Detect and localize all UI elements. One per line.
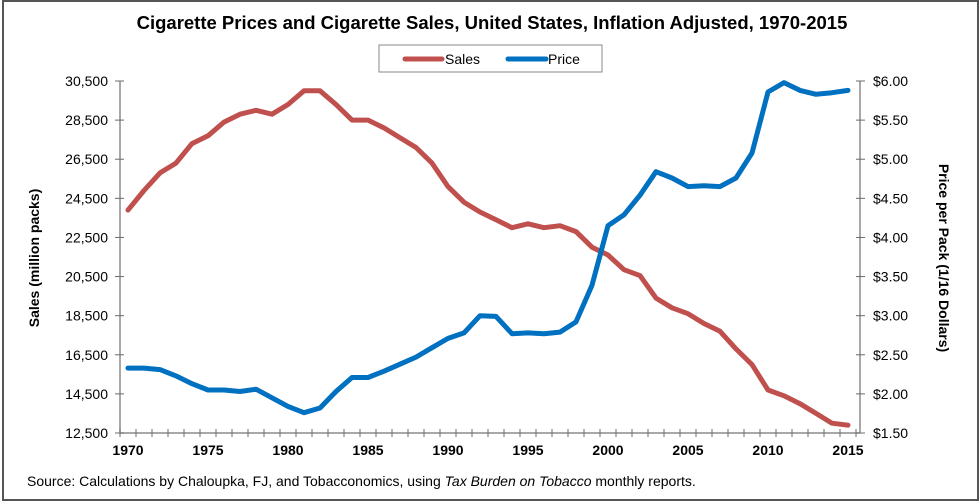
left-y-tick-label: 20,500	[65, 269, 108, 285]
x-tick-label: 1970	[112, 442, 143, 458]
right-y-tick-label: $4.50	[873, 190, 908, 206]
left-y-tick-label: 12,500	[65, 425, 108, 441]
x-tick-label: 1995	[512, 442, 543, 458]
left-y-tick-label: 24,500	[65, 190, 108, 206]
left-y-tick-label: 22,500	[65, 229, 108, 245]
right-axis-title: Price per Pack (1/16 Dollars)	[936, 164, 952, 352]
left-y-tick-label: 16,500	[65, 347, 108, 363]
x-tick-label: 2005	[672, 442, 703, 458]
legend-label-sales: Sales	[445, 51, 480, 67]
left-y-tick-label: 30,500	[65, 73, 108, 89]
source-note: Source: Calculations by Chaloupka, FJ, a…	[27, 473, 696, 489]
x-tick-label: 1985	[352, 442, 383, 458]
right-y-tick-label: $5.50	[873, 112, 908, 128]
x-tick-label: 1990	[432, 442, 463, 458]
source-suffix: monthly reports.	[592, 473, 696, 489]
axes	[119, 81, 861, 434]
legend-label-price: Price	[548, 51, 580, 67]
left-y-tick-label: 14,500	[65, 386, 108, 402]
right-y-tick-label: $3.00	[873, 308, 908, 324]
right-y-tick-label: $2.00	[873, 386, 908, 402]
x-axis-ticks: 1970 1975 1980 1985 1990 1995 2000 2005 2010 2015	[112, 429, 864, 458]
left-axis-title: Sales (million packs)	[26, 189, 42, 328]
left-y-tick-label: 18,500	[65, 308, 108, 324]
series-layer	[125, 80, 851, 428]
series-line-price	[125, 80, 851, 416]
left-y-tick-label: 28,500	[65, 112, 108, 128]
left-y-tick-label: 26,500	[65, 151, 108, 167]
right-y-tick-label: $3.50	[873, 269, 908, 285]
x-tick-label: 2015	[832, 442, 863, 458]
right-y-tick-label: $5.00	[873, 151, 908, 167]
series-line-sales	[125, 88, 851, 428]
x-tick-label: 2000	[592, 442, 623, 458]
right-y-tick-label: $4.00	[873, 229, 908, 245]
legend: Sales Price	[378, 44, 603, 73]
right-y-tick-label: $1.50	[873, 425, 908, 441]
right-y-tick-label: $2.50	[873, 347, 908, 363]
x-tick-label: 2010	[752, 442, 783, 458]
right-y-tick-label: $6.00	[873, 73, 908, 89]
source-prefix: Source: Calculations by Chaloupka, FJ, a…	[27, 473, 445, 489]
source-italic: Tax Burden on Tobacco	[445, 473, 592, 489]
x-tick-label: 1975	[192, 442, 223, 458]
right-y-axis-ticks: $6.00 $5.50 $5.00 $4.50 $4.00 $3.50 $3.00 $2.50…	[856, 73, 908, 441]
left-y-axis-ticks: 30,500 28,500 26,500 24,500 22,500 20,500 18,5…	[65, 73, 124, 441]
chart-title: Cigarette Prices and Cigarette Sales, Un…	[137, 12, 848, 33]
x-tick-label: 1980	[272, 442, 303, 458]
